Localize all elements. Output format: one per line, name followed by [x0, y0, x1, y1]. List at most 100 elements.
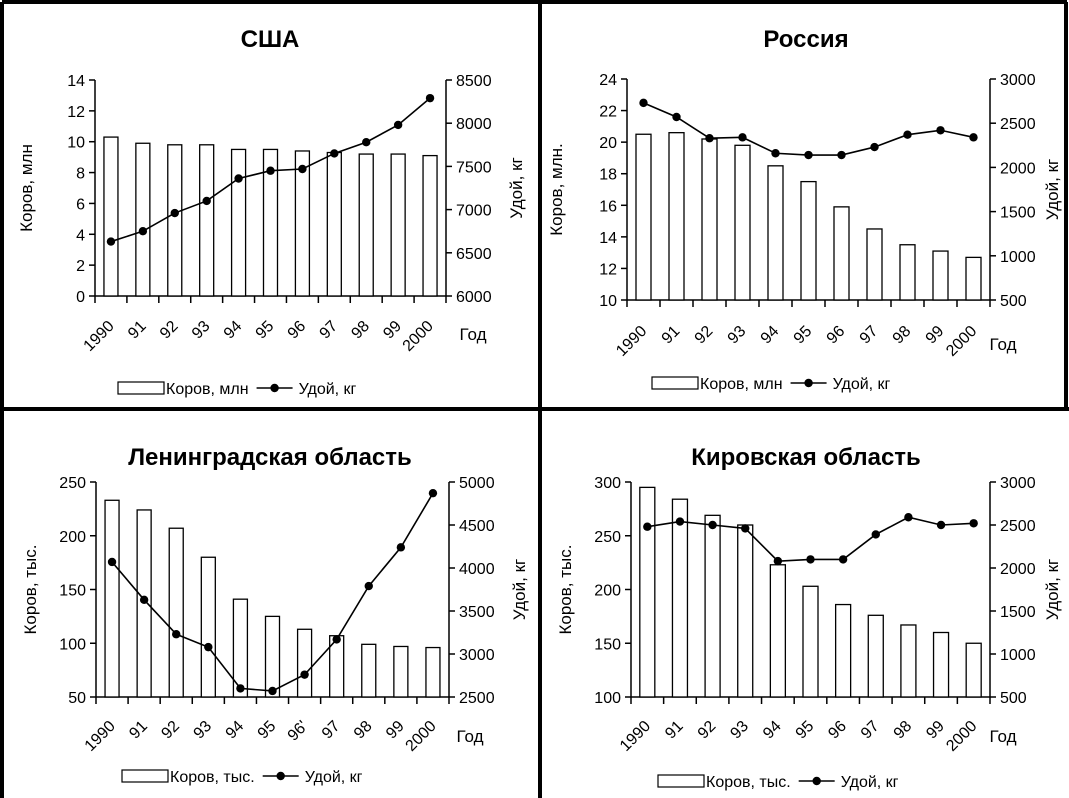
legend-line-marker: [276, 771, 285, 781]
bar-2000: [425, 646, 441, 698]
legend: Коров, тыс. Удой, кг: [657, 774, 899, 791]
y-tick-label: 14: [67, 73, 85, 90]
y2-axis-label: Удой, кг: [507, 157, 526, 218]
y2-tick-label: 6500: [456, 246, 492, 263]
line-point-94: [236, 684, 245, 693]
line-point-97: [330, 149, 339, 158]
line-point-96: [837, 150, 846, 160]
line-point-1990: [639, 98, 648, 108]
y-tick-label: 10: [67, 135, 85, 152]
legend-line-marker: [270, 383, 279, 393]
bar-92: [168, 527, 184, 698]
y2-tick-label: 4000: [459, 561, 495, 578]
line-point-95: [266, 166, 275, 175]
y2-axis-label: Удой, кг: [510, 559, 529, 620]
y2-tick-label: 5000: [459, 475, 495, 492]
bar-94: [767, 165, 784, 301]
y2-tick-label: 3500: [459, 604, 495, 621]
line-point-99: [936, 520, 946, 530]
line-point-99: [936, 126, 945, 135]
line-point-96: [298, 164, 307, 174]
x-axis-label: Год: [989, 335, 1016, 354]
y2-axis-label: Удой, кг: [1043, 559, 1062, 620]
y2-tick-label: 3000: [459, 647, 495, 664]
bar-96: [834, 603, 852, 698]
line-point-96: [838, 555, 848, 564]
line-point-92: [172, 630, 181, 639]
y-tick-label: 250: [59, 475, 86, 492]
legend-label-line: Удой, кг: [299, 381, 357, 398]
line-point-91: [672, 112, 681, 122]
y2-tick-label: 2500: [1000, 518, 1036, 535]
bar-93: [200, 556, 216, 698]
bar-93: [737, 524, 754, 698]
legend-label-bars: Коров, тыс.: [170, 769, 255, 786]
y-tick-label: 200: [59, 529, 86, 546]
bar-99: [393, 645, 409, 698]
y-tick-label: 24: [599, 72, 617, 89]
y-tick-label: 0: [76, 289, 85, 306]
bar-2000: [965, 256, 982, 301]
line-point-91: [675, 517, 685, 526]
bar-97: [326, 151, 342, 297]
y2-axis-label: Удой, кг: [1043, 159, 1062, 220]
legend-bar-swatch: [651, 376, 699, 390]
y2-tick-label: 8000: [456, 116, 492, 133]
bar-96: [833, 206, 850, 301]
line-point-92: [170, 208, 179, 218]
line-point-95: [806, 555, 815, 564]
legend-bar-swatch: [121, 769, 169, 783]
y-axis-label: Коров, млн: [17, 144, 36, 232]
legend-label-bars: Коров, млн: [700, 376, 783, 393]
y2-tick-label: 3000: [1000, 72, 1036, 89]
bar-94: [232, 598, 249, 698]
y2-tick-label: 2000: [1000, 160, 1036, 177]
y-tick-label: 100: [594, 690, 621, 707]
bar-93: [199, 144, 215, 297]
bar-94: [769, 564, 787, 698]
line-point-97: [332, 635, 341, 644]
y-tick-label: 200: [594, 583, 621, 600]
bar-91: [671, 498, 689, 698]
bar-91: [135, 142, 151, 297]
y-tick-label: 250: [594, 529, 621, 546]
y2-tick-label: 4500: [459, 518, 495, 535]
legend-line-marker: [812, 776, 821, 786]
line-point-98: [903, 130, 912, 139]
line-point-95: [268, 686, 277, 696]
bar-91: [668, 132, 685, 301]
y2-tick-label: 1000: [1000, 249, 1036, 266]
line-point-2000: [428, 488, 438, 498]
y2-tick-label: 1500: [1000, 205, 1036, 222]
y-tick-label: 2: [76, 258, 85, 275]
legend-line-marker: [804, 378, 813, 388]
bar-96: [294, 150, 311, 297]
bar-96': [296, 628, 313, 698]
bar-97: [867, 614, 884, 698]
y-tick-label: 12: [67, 104, 85, 121]
bar-97: [866, 228, 883, 301]
y2-tick-label: 1000: [1000, 647, 1036, 664]
line-point-93: [738, 133, 747, 142]
legend: Коров, млн Удой, кг: [117, 381, 357, 398]
y-tick-label: 10: [599, 293, 617, 310]
line-point-95: [804, 150, 813, 160]
legend-bar-swatch: [117, 381, 165, 395]
bar-99: [932, 250, 949, 301]
bar-92: [701, 138, 718, 301]
line-point-96': [300, 670, 309, 679]
bar-92: [167, 144, 183, 297]
bar-98: [361, 643, 377, 698]
y-tick-label: 8: [76, 166, 85, 183]
bar-92: [704, 514, 721, 698]
y2-tick-label: 2000: [1000, 561, 1036, 578]
chart-title: Ленинградская область: [128, 444, 412, 471]
bar-93: [734, 144, 751, 301]
bar-98: [899, 244, 916, 301]
bar-98: [358, 153, 374, 297]
bar-2000: [965, 642, 982, 698]
y2-tick-label: 8500: [456, 73, 492, 90]
line-point-91: [139, 595, 149, 605]
y-tick-label: 12: [599, 261, 617, 278]
